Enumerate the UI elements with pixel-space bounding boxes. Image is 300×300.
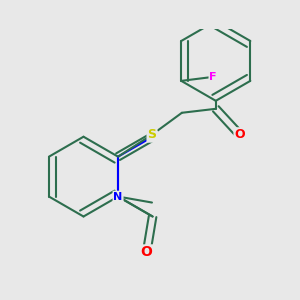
- Text: N: N: [113, 192, 123, 202]
- Text: S: S: [148, 128, 157, 141]
- Text: F: F: [209, 72, 217, 82]
- Text: N: N: [148, 132, 157, 142]
- Text: O: O: [141, 245, 153, 260]
- Text: O: O: [234, 128, 245, 141]
